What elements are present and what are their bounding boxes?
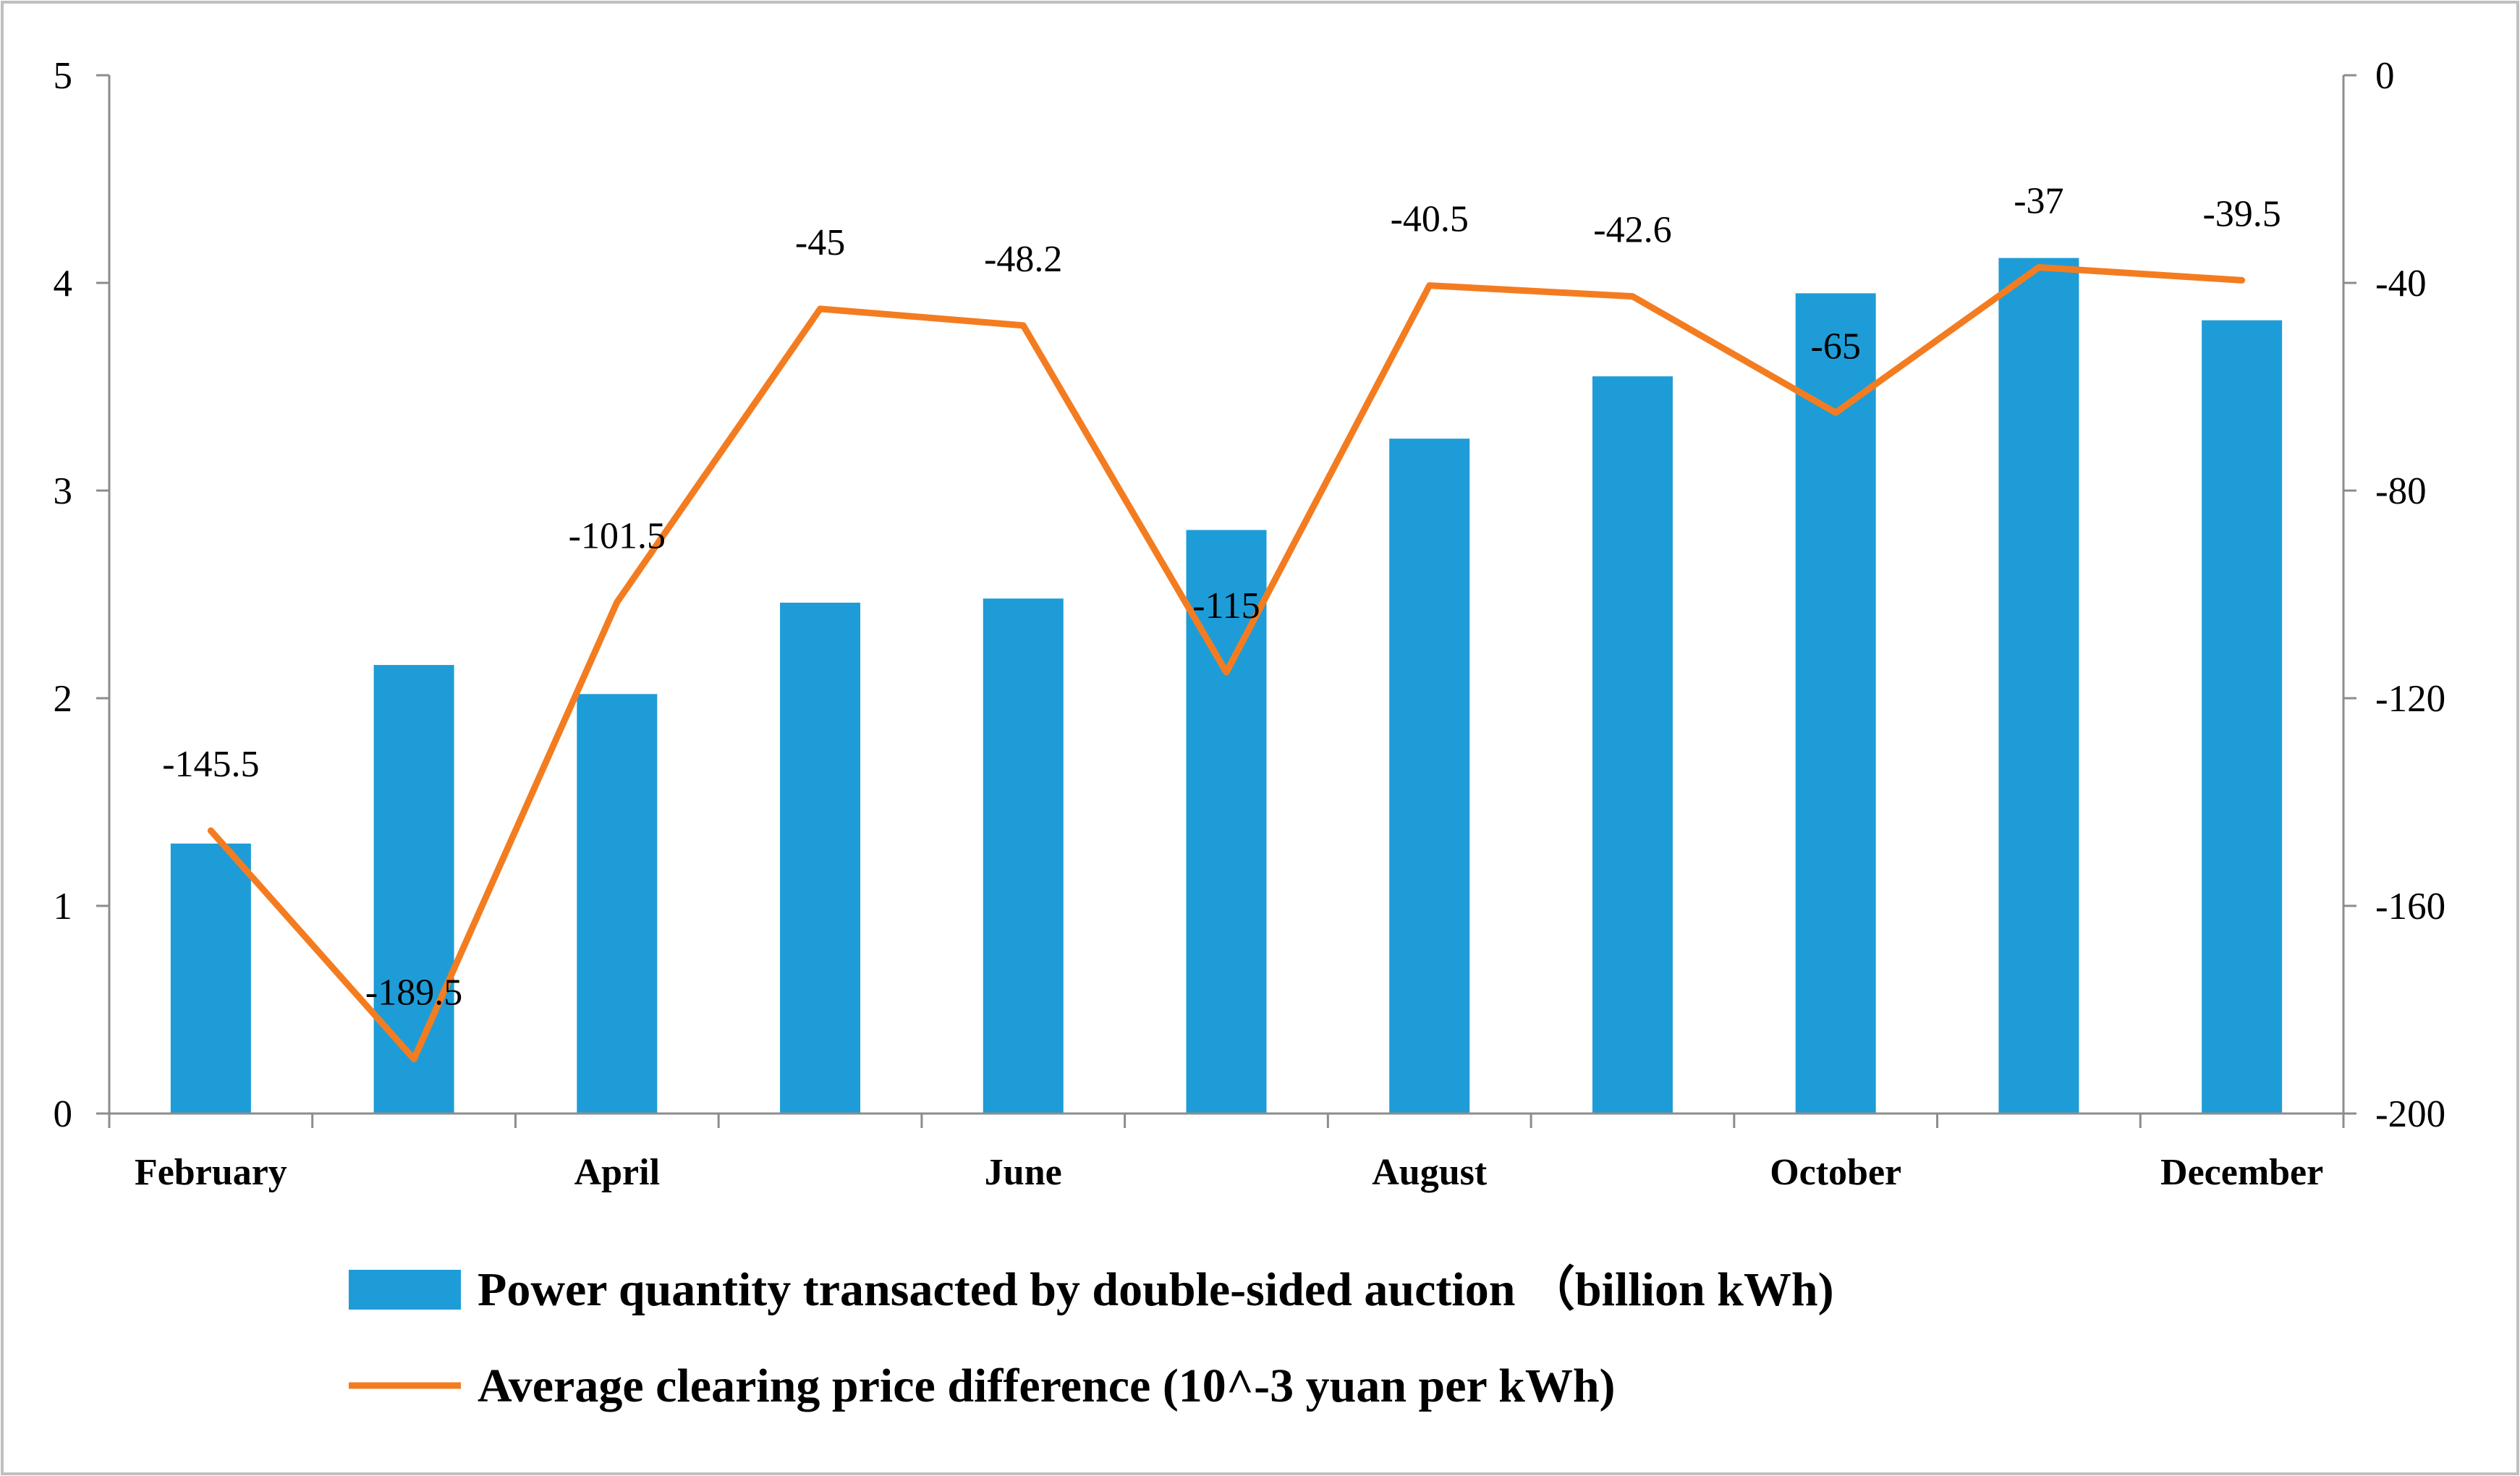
- legend: Power quantity transacted by double-side…: [349, 1263, 1834, 1412]
- line-series: [207, 263, 2246, 1063]
- price-data-label-3: -101.5: [569, 515, 666, 556]
- quantity-bar-9: [1795, 293, 1876, 1114]
- x-category-label: April: [574, 1152, 660, 1193]
- right-y-tick-label: -200: [2375, 1093, 2445, 1135]
- legend-bar-swatch: [349, 1270, 461, 1310]
- quantity-bar-4: [780, 602, 861, 1114]
- price-data-label-2: -189.5: [365, 972, 462, 1014]
- x-category-label: June: [985, 1152, 1062, 1193]
- price-data-label-4: -45: [795, 222, 845, 263]
- price-data-label-10: -37: [2014, 180, 2063, 221]
- quantity-bar-5: [983, 598, 1064, 1114]
- quantity-bar-7: [1389, 438, 1470, 1114]
- right-y-tick-label: -120: [2375, 678, 2445, 720]
- x-category-label: February: [135, 1152, 287, 1193]
- left-y-tick-label: 2: [54, 678, 73, 720]
- quantity-bar-11: [2202, 320, 2283, 1114]
- right-y-tick-label: 0: [2375, 55, 2395, 97]
- legend-bar-label: Power quantity transacted by double-side…: [478, 1263, 1834, 1316]
- quantity-bar-8: [1592, 376, 1673, 1114]
- price-data-label-7: -40.5: [1391, 199, 1469, 240]
- left-y-tick-label: 3: [54, 470, 73, 512]
- left-y-tick-label: 5: [54, 55, 73, 97]
- quantity-bar-3: [577, 694, 658, 1114]
- quantity-bar-1: [170, 843, 251, 1114]
- price-data-label-1: -145.5: [162, 744, 259, 785]
- left-y-tick-label: 1: [54, 886, 73, 928]
- left-y-tick-label: 0: [54, 1093, 73, 1135]
- price-data-label-6: -115: [1192, 585, 1260, 627]
- quantity-bar-10: [1998, 258, 2079, 1114]
- quantity-bar-2: [373, 665, 454, 1114]
- x-category-label: August: [1372, 1152, 1488, 1193]
- price-data-label-8: -42.6: [1593, 210, 1671, 251]
- price-data-label-11: -39.5: [2202, 193, 2281, 234]
- price-difference-line: [207, 263, 2246, 1063]
- legend-line-label: Average clearing price difference (10^-3…: [478, 1360, 1616, 1412]
- x-category-label: October: [1770, 1152, 1901, 1193]
- price-data-label-5: -48.2: [984, 239, 1062, 280]
- left-y-tick-label: 4: [54, 263, 73, 305]
- bar-series: [170, 258, 2283, 1114]
- x-category-label: December: [2160, 1152, 2323, 1193]
- data-labels: -145.5 -189.5 -101.5 -45 -48.2 -115 -40.5 -42.6…: [162, 180, 2281, 1013]
- price-data-label-9: -65: [1811, 326, 1861, 367]
- axes: 0 1 2 3 4 5 0 -40 -80 -120 -160 -200 February April Ju…: [54, 55, 2446, 1193]
- right-y-tick-label: -160: [2375, 886, 2445, 928]
- right-y-tick-label: -80: [2375, 470, 2427, 512]
- right-y-tick-label: -40: [2375, 263, 2427, 305]
